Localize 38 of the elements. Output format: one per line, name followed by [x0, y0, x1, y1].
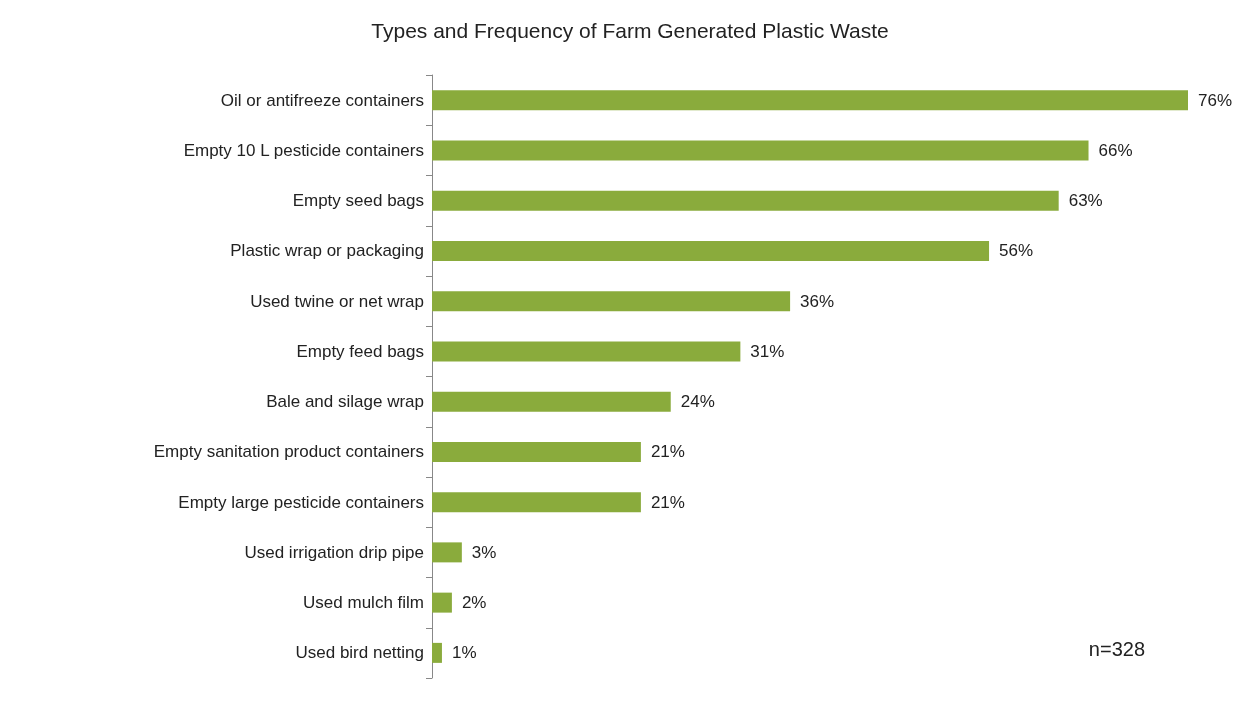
y-tick-label: Empty large pesticide containers [178, 492, 424, 512]
y-tick-label: Oil or antifreeze containers [220, 90, 424, 110]
data-label: 2% [461, 593, 487, 613]
bar [432, 592, 452, 613]
y-tick-label: Empty seed bags [292, 191, 424, 211]
y-tick-label: Empty feed bags [296, 341, 424, 361]
bar [432, 190, 1059, 211]
y-tick-label: Used irrigation drip pipe [244, 542, 424, 562]
data-label: 21% [650, 492, 685, 512]
annotation: n=328 [1088, 638, 1145, 660]
y-tick-label: Used bird netting [295, 643, 424, 663]
data-label: 63% [1068, 191, 1103, 211]
data-label: 3% [471, 542, 497, 562]
data-label: 24% [680, 392, 715, 412]
data-label: 76% [1198, 90, 1233, 110]
bar [432, 391, 671, 412]
bar [432, 492, 641, 513]
chart-title: Types and Frequency of Farm Generated Plastic Waste [371, 19, 889, 42]
bar [432, 542, 462, 563]
data-label: 66% [1098, 140, 1133, 160]
y-tick-label: Empty sanitation product containers [153, 442, 424, 462]
bar [432, 140, 1089, 161]
y-tick-label: Empty 10 L pesticide containers [183, 140, 424, 160]
y-tick-label: Bale and silage wrap [266, 392, 424, 412]
y-tick-label: Used mulch film [303, 593, 424, 613]
y-tick-label: Used twine or net wrap [250, 291, 424, 311]
bar [432, 441, 641, 462]
data-label: 36% [800, 291, 835, 311]
data-label: 56% [999, 241, 1034, 261]
bar [432, 90, 1188, 111]
bar [432, 341, 741, 362]
data-label: 31% [750, 341, 785, 361]
data-label: 21% [650, 442, 685, 462]
bar [432, 642, 442, 663]
bar [432, 291, 791, 312]
bar [432, 240, 990, 261]
y-tick-label: Plastic wrap or packaging [230, 241, 424, 261]
data-label: 1% [451, 643, 477, 663]
